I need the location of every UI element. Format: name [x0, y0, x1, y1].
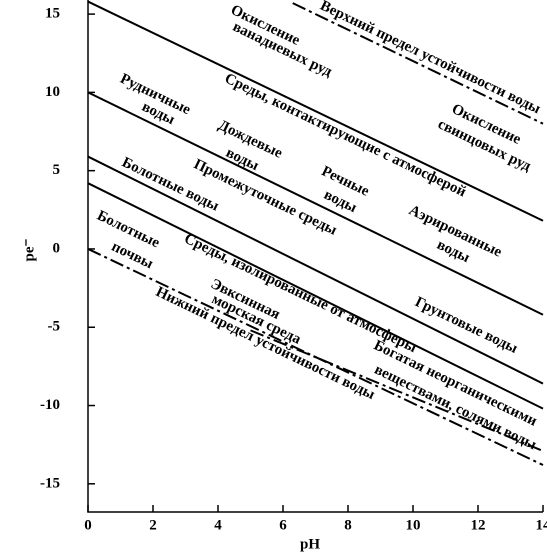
- y-tick-label: 5: [53, 162, 61, 178]
- line: [87, 155, 544, 385]
- annotation: Верхний предел устойчивости воды: [318, 0, 544, 117]
- x-tick-label: 12: [471, 517, 486, 533]
- y-tick-label: 0: [53, 240, 61, 256]
- x-tick-label: 2: [149, 517, 157, 533]
- x-tick-label: 6: [279, 517, 287, 533]
- y-tick-label: -10: [40, 397, 60, 413]
- x-tick-label: 0: [84, 517, 92, 533]
- x-tick-label: 10: [406, 517, 421, 533]
- y-tick-label: 10: [45, 84, 60, 100]
- x-tick-label: 14: [536, 517, 547, 533]
- x-tick-label: 8: [344, 517, 352, 533]
- line: [87, 248, 544, 466]
- x-axis-label: pH: [300, 536, 320, 552]
- y-axis-label: pe⁻: [21, 238, 37, 261]
- line: [87, 0, 544, 222]
- y-tick-label: 15: [45, 6, 60, 22]
- x-tick-label: 4: [214, 517, 222, 533]
- y-tick-label: -5: [48, 319, 61, 335]
- line: [250, 329, 544, 452]
- line: [87, 182, 544, 410]
- y-tick-label: -15: [40, 475, 60, 491]
- line: [87, 91, 544, 316]
- line: [292, 2, 544, 125]
